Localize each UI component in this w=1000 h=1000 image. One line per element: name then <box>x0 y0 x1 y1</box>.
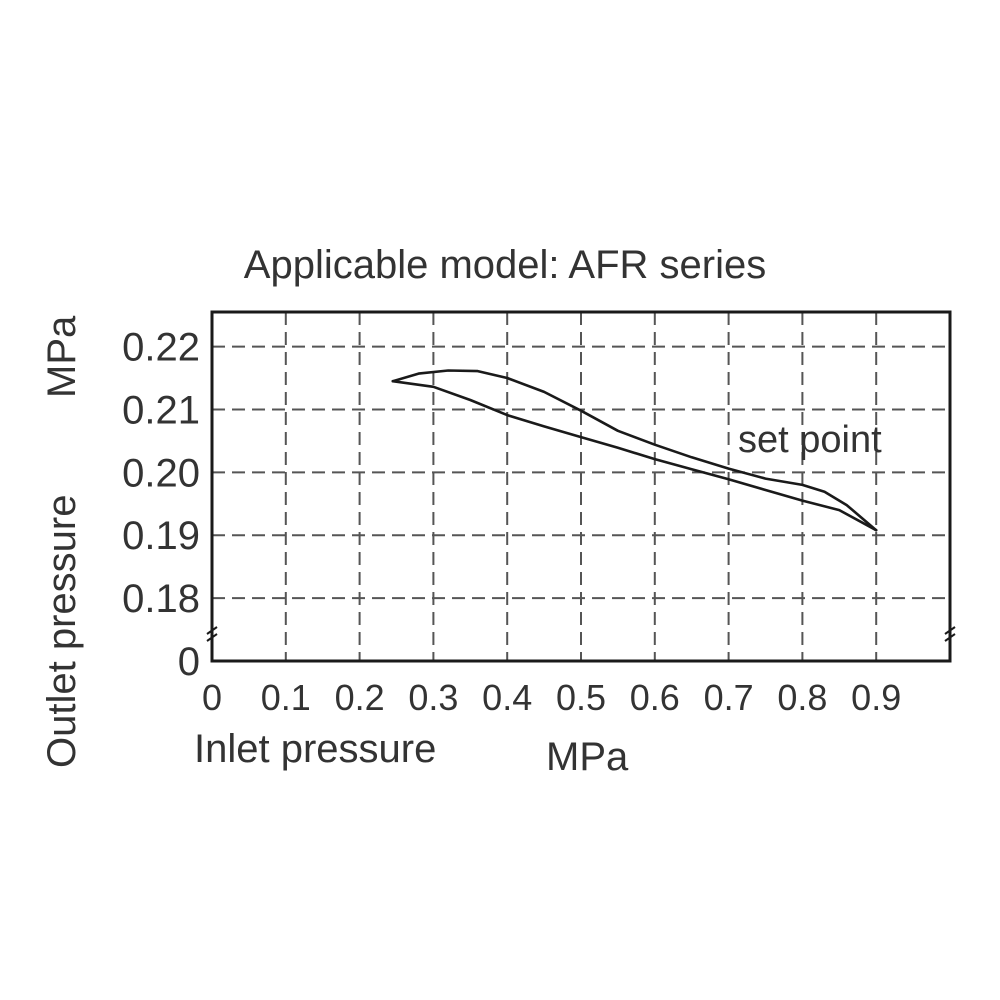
y-tick-label: 0 <box>178 640 200 684</box>
y-tick-label: 0.20 <box>122 451 200 495</box>
x-tick-labels: 0 0.1 0.2 0.3 0.4 0.5 0.6 0.7 0.8 0.9 <box>202 677 901 718</box>
y-axis-label: Outlet pressure <box>40 495 84 768</box>
chart-title: Applicable model: AFR series <box>244 243 766 287</box>
x-tick-label: 0.1 <box>261 677 311 718</box>
series-line-2 <box>391 379 878 532</box>
series-layer <box>391 369 878 532</box>
x-tick-label: 0.9 <box>851 677 901 718</box>
plot-frame <box>210 310 952 663</box>
set-point-annotation: set point <box>738 419 882 461</box>
x-tick-label: 0.6 <box>630 677 680 718</box>
y-tick-label: 0.18 <box>122 577 200 621</box>
y-tick-label: 0.22 <box>122 326 200 370</box>
x-tick-label: 0.3 <box>408 677 458 718</box>
grid-lines <box>212 312 950 661</box>
y-tick-label: 0.19 <box>122 514 200 558</box>
y-tick-labels: 0 0.18 0.19 0.20 0.21 0.22 <box>122 326 200 684</box>
series-line-1 <box>391 369 878 532</box>
x-tick-label: 0 <box>202 677 222 718</box>
x-tick-label: 0.8 <box>777 677 827 718</box>
x-tick-label: 0.5 <box>556 677 606 718</box>
x-tick-label: 0.4 <box>482 677 532 718</box>
y-tick-label: 0.21 <box>122 388 200 432</box>
x-tick-label: 0.2 <box>335 677 385 718</box>
y-axis-unit: MPa <box>40 315 84 398</box>
axis-break-marks <box>206 626 956 642</box>
x-axis-unit: MPa <box>546 735 629 779</box>
x-axis-label: Inlet pressure <box>194 727 436 771</box>
x-tick-label: 0.7 <box>704 677 754 718</box>
